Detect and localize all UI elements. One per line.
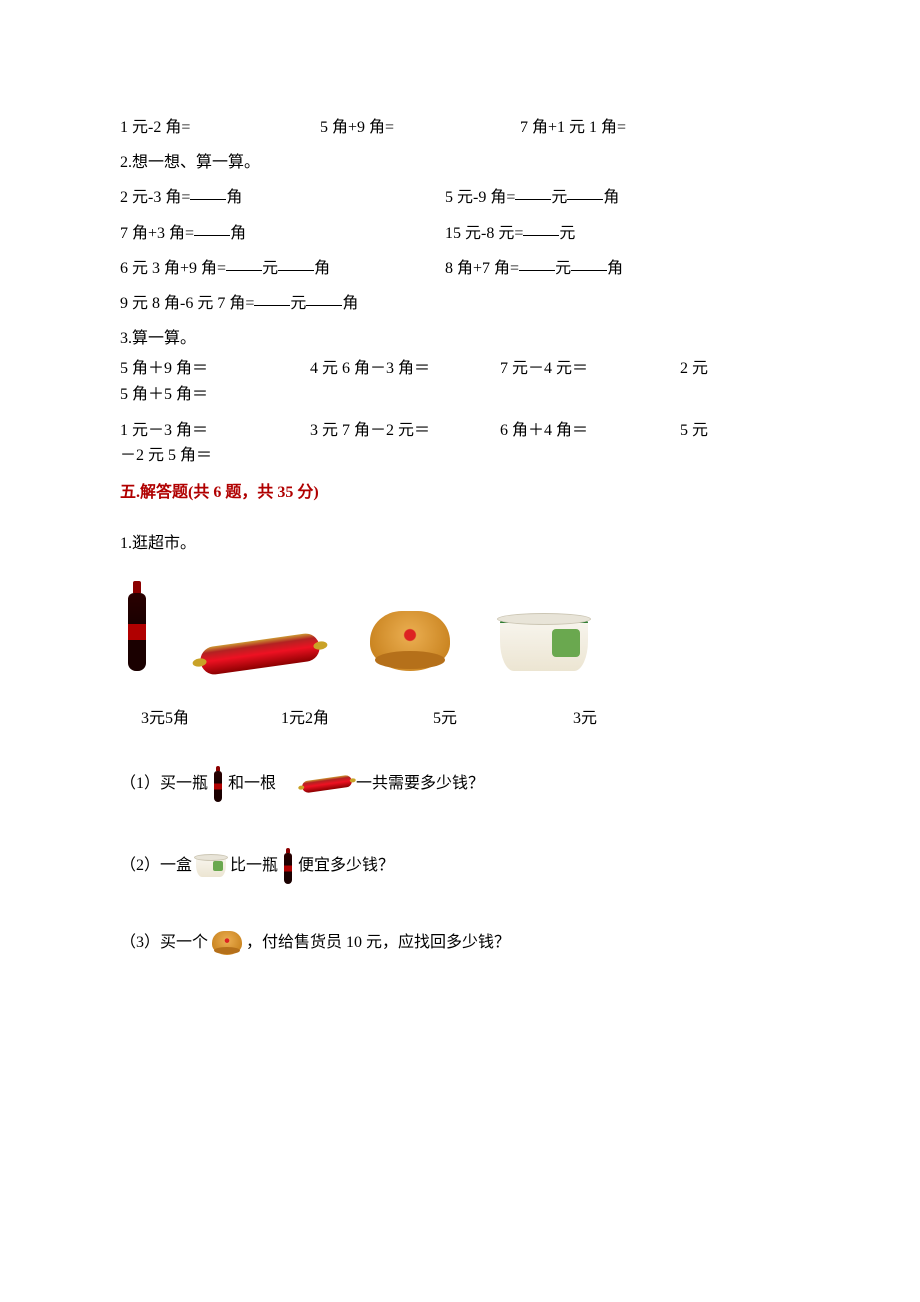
price-4: 3元 [540,701,630,736]
q2-r1b-suf: 角 [603,189,619,206]
q3-r2c: 6 角＋4 角＝ [500,418,680,444]
blank [226,254,262,271]
q3-r1e: 5 角＋5 角＝ [120,382,208,408]
s5-sub1-c: 一共需要多少钱？ [356,771,484,797]
s5-sub1: （1）买一瓶 和一根 一共需要多少钱？ [120,766,800,802]
calc-row-1: 1 元-2 角= 5 角+9 角= 7 角+1 元 1 角= [120,110,800,145]
s5-sub2-c: 便宜多少钱？ [298,853,394,879]
s5-q1-heading: 1.逛超市。 [120,526,800,561]
q3-r1d: 2 元 [680,356,708,382]
q2-r1b-pre: 5 元-9 角= [445,189,515,206]
blank [515,183,551,200]
q3-row1: 5 角＋9 角＝ 4 元 6 角－3 角＝ 7 元－4 元＝ 2 元 [120,356,800,382]
q2-r3a-mid: 元 [262,260,278,277]
tub-icon [500,617,588,671]
s5-sub2: （2）一盒 比一瓶 便宜多少钱？ [120,848,800,884]
blank [571,254,607,271]
blank [519,254,555,271]
price-1: 3元5角 [120,701,210,736]
blank [190,183,226,200]
blank [306,289,342,306]
q2-row3: 6 元 3 角+9 角= 元 角 8 角+7 角= 元 角 [120,251,800,286]
q3-row2: 1 元－3 角＝ 3 元 7 角－2 元＝ 6 角＋4 角＝ 5 元 [120,418,800,444]
q3-r1c: 7 元－4 元＝ [500,356,680,382]
blank [194,219,230,236]
blank [567,183,603,200]
cola-bottle-icon [282,848,294,884]
s5-sub3-b: ，付给售货员 10 元，应找回多少钱？ [246,930,510,956]
expr-1c: 7 角+1 元 1 角= [520,110,626,145]
expr-1a: 1 元-2 角= [120,110,320,145]
q2-heading: 2.想一想、算一算。 [120,145,800,180]
blank [278,254,314,271]
q2-r3b-suf: 角 [607,260,623,277]
q3-row2-wrap: －2 元 5 角＝ [120,443,800,469]
price-2: 1元2角 [260,701,350,736]
q2-r2a-pre: 7 角+3 角= [120,225,194,242]
product-row [120,581,800,671]
blank [254,289,290,306]
q2-r3b-mid: 元 [555,260,571,277]
q2-r3b-pre: 8 角+7 角= [445,260,519,277]
s5-sub1-a: （1）买一瓶 [120,771,208,797]
q3-r2d: 5 元 [680,418,708,444]
bread-icon [212,931,242,955]
tub-icon [196,856,226,877]
expr-1b: 5 角+9 角= [320,110,520,145]
s5-sub3-a: （3）买一个 [120,930,208,956]
q3-r2a: 1 元－3 角＝ [120,418,310,444]
s5-sub2-b: 比一瓶 [230,853,278,879]
q2-r1b-mid: 元 [551,189,567,206]
q3-r1b: 4 元 6 角－3 角＝ [310,356,500,382]
bread-icon [370,611,450,671]
cola-bottle-icon [212,766,224,802]
sausage-icon [301,775,352,794]
q2-r4-pre: 9 元 8 角-6 元 7 角= [120,295,254,312]
q2-r2a-suf: 角 [230,225,246,242]
q2-row4: 9 元 8 角-6 元 7 角= 元 角 [120,286,800,321]
sausage-icon [199,632,322,676]
q3-r1a: 5 角＋9 角＝ [120,356,310,382]
price-row: 3元5角 1元2角 5元 3元 [120,701,800,736]
s5-sub2-a: （2）一盒 [120,853,192,879]
price-3: 5元 [400,701,490,736]
q3-r2e: －2 元 5 角＝ [120,443,212,469]
q2-row2: 7 角+3 角= 角 15 元-8 元= 元 [120,216,800,251]
q2-row1: 2 元-3 角= 角 5 元-9 角= 元 角 [120,180,800,215]
q2-r2b-pre: 15 元-8 元= [445,225,523,242]
section5-heading: 五.解答题(共 6 题，共 35 分) [120,475,800,510]
cola-bottle-icon [124,581,150,671]
s5-sub3: （3）买一个 ，付给售货员 10 元，应找回多少钱？ [120,930,800,956]
q2-r4-mid: 元 [290,295,306,312]
q2-r3a-suf: 角 [314,260,330,277]
q2-r1a-pre: 2 元-3 角= [120,189,190,206]
q2-r2b-suf: 元 [559,225,575,242]
s5-sub1-b: 和一根 [228,771,276,797]
q2-r1a-suf: 角 [226,189,242,206]
q2-r3a-pre: 6 元 3 角+9 角= [120,260,226,277]
q3-r2b: 3 元 7 角－2 元＝ [310,418,500,444]
q3-row1-wrap: 5 角＋5 角＝ [120,382,800,408]
q3-heading: 3.算一算。 [120,321,800,356]
blank [523,219,559,236]
q2-r4-suf: 角 [342,295,358,312]
